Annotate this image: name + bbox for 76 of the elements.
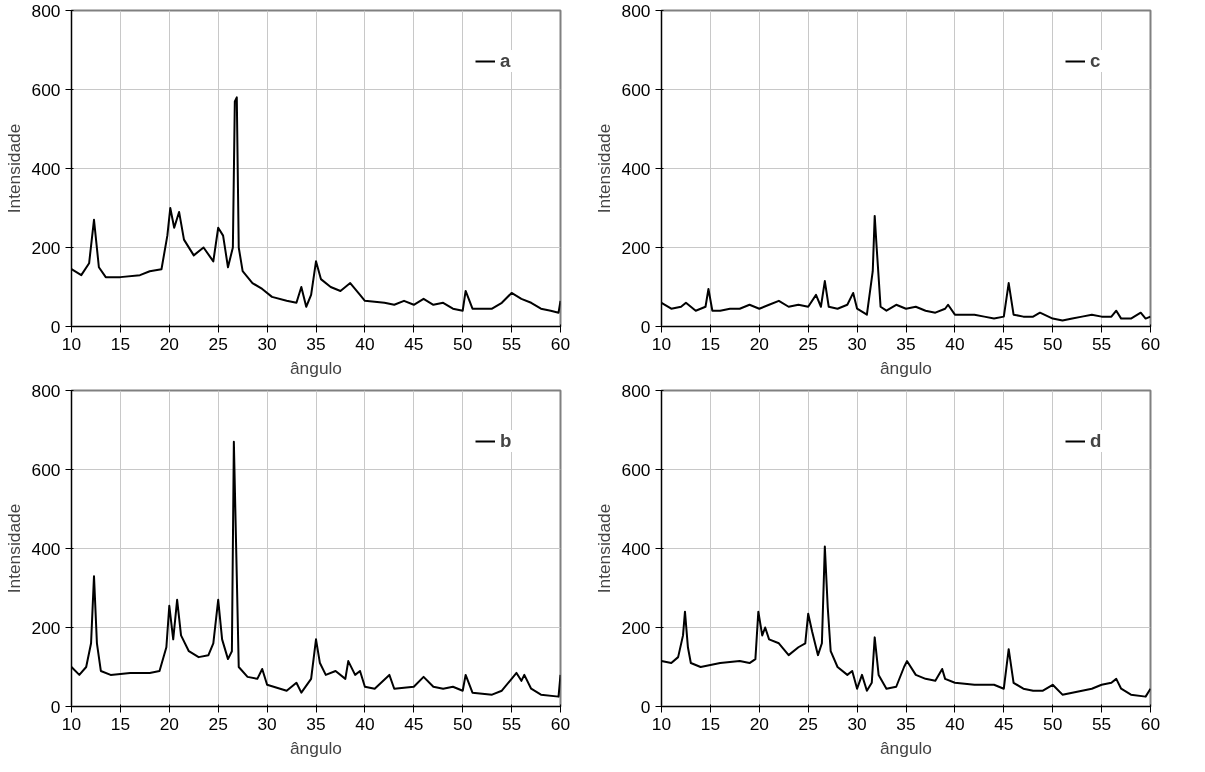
x-tick-label: 40 (945, 713, 965, 734)
y-axis-title: Intensidade (593, 123, 614, 214)
x-tick-label: 60 (550, 333, 571, 354)
y-tick-label: 600 (621, 459, 651, 480)
x-tick-label: 35 (306, 713, 326, 734)
x-tick-label: 35 (896, 333, 916, 354)
x-tick-label: 15 (110, 713, 131, 734)
x-tick-label: 50 (1043, 333, 1063, 354)
y-tick-label: 0 (640, 316, 651, 337)
x-tick-label: 35 (896, 713, 916, 734)
x-tick-label: 45 (994, 333, 1014, 354)
x-tick-label: 30 (257, 713, 277, 734)
y-tick-label: 200 (621, 617, 651, 638)
x-tick-label: 20 (749, 333, 769, 354)
x-tick-label: 50 (1043, 713, 1063, 734)
x-tick-label: 10 (61, 333, 82, 354)
x-tick-label: 20 (159, 333, 179, 354)
x-tick-label: 25 (208, 713, 228, 734)
x-tick-label: 10 (61, 713, 82, 734)
y-tick-label: 800 (621, 380, 651, 401)
legend-label: c (1090, 50, 1102, 72)
x-tick-label: 15 (700, 333, 721, 354)
x-tick-label: 30 (847, 333, 867, 354)
y-tick-label: 0 (50, 696, 61, 717)
y-axis-title: Intensidade (3, 123, 24, 214)
x-tick-label: 55 (1091, 333, 1112, 354)
x-tick-label: 50 (453, 333, 473, 354)
x-tick-label: 50 (453, 713, 473, 734)
x-axis-title: ângulo (289, 737, 343, 758)
x-tick-label: 45 (404, 713, 424, 734)
x-tick-label: 60 (1140, 333, 1161, 354)
y-tick-label: 400 (31, 158, 61, 179)
y-tick-label: 0 (50, 316, 61, 337)
x-tick-label: 20 (749, 713, 769, 734)
x-tick-label: 55 (1091, 713, 1112, 734)
y-tick-label: 400 (621, 158, 651, 179)
x-tick-label: 25 (798, 713, 818, 734)
y-tick-label: 200 (31, 237, 61, 258)
y-tick-label: 200 (621, 237, 651, 258)
x-tick-label: 20 (159, 713, 179, 734)
y-tick-label: 400 (621, 538, 651, 559)
y-tick-label: 600 (621, 79, 651, 100)
x-tick-label: 10 (651, 713, 672, 734)
y-axis-title: Intensidade (593, 503, 614, 594)
y-tick-label: 600 (31, 79, 61, 100)
legend-label: a (500, 50, 512, 72)
x-tick-label: 35 (306, 333, 326, 354)
x-tick-label: 15 (110, 333, 131, 354)
y-tick-label: 600 (31, 459, 61, 480)
x-tick-label: 60 (550, 713, 571, 734)
y-tick-label: 800 (31, 0, 61, 21)
legend-label: b (500, 430, 513, 452)
x-tick-label: 30 (847, 713, 867, 734)
y-tick-label: 0 (640, 696, 651, 717)
x-axis-title: ângulo (289, 357, 343, 378)
x-tick-label: 10 (651, 333, 672, 354)
x-tick-label: 25 (208, 333, 228, 354)
x-tick-label: 55 (501, 713, 522, 734)
x-tick-label: 45 (404, 333, 424, 354)
y-axis-title: Intensidade (3, 503, 24, 594)
y-tick-label: 200 (31, 617, 61, 638)
y-tick-label: 400 (31, 538, 61, 559)
x-tick-label: 25 (798, 333, 818, 354)
x-axis-title: ângulo (879, 737, 933, 758)
y-tick-label: 800 (621, 0, 651, 21)
x-tick-label: 60 (1140, 713, 1161, 734)
x-axis-title: ângulo (879, 357, 933, 378)
x-tick-label: 15 (700, 713, 721, 734)
x-tick-label: 40 (945, 333, 965, 354)
x-tick-label: 40 (355, 333, 375, 354)
x-tick-label: 55 (501, 333, 522, 354)
x-tick-label: 45 (994, 713, 1014, 734)
y-tick-label: 800 (31, 380, 61, 401)
legend-label: d (1090, 430, 1103, 452)
x-tick-label: 40 (355, 713, 375, 734)
x-tick-label: 30 (257, 333, 277, 354)
